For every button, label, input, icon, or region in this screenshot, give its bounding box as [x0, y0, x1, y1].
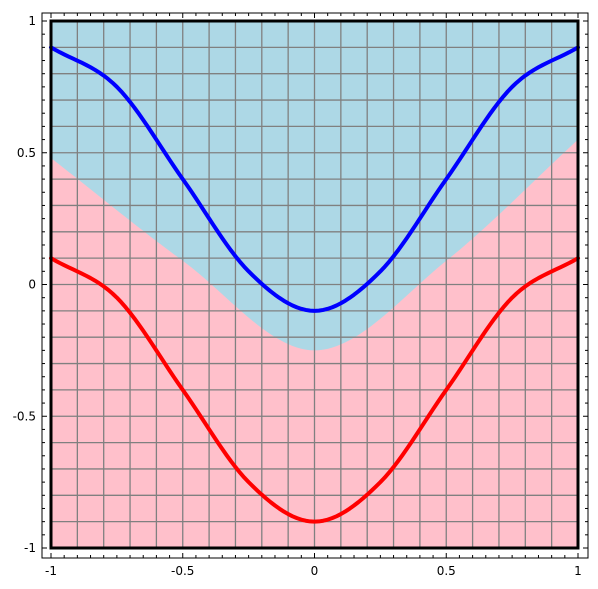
y-tick-label: -1 — [24, 541, 36, 555]
y-tick-label: 1 — [28, 14, 36, 28]
y-tick-label: 0.5 — [17, 146, 36, 160]
series-line-1 — [49, 45, 580, 313]
x-tick-label: -0.5 — [171, 564, 194, 578]
y-tick-label: 0 — [28, 278, 36, 292]
plot-border — [49, 19, 580, 550]
x-tick-label: 1 — [574, 564, 582, 578]
x-tick-label: 0.5 — [437, 564, 456, 578]
series-line-2 — [49, 256, 580, 524]
x-tick-label: -1 — [45, 564, 57, 578]
y-tick-label: -0.5 — [13, 409, 36, 423]
x-tick-label: 0 — [311, 564, 319, 578]
